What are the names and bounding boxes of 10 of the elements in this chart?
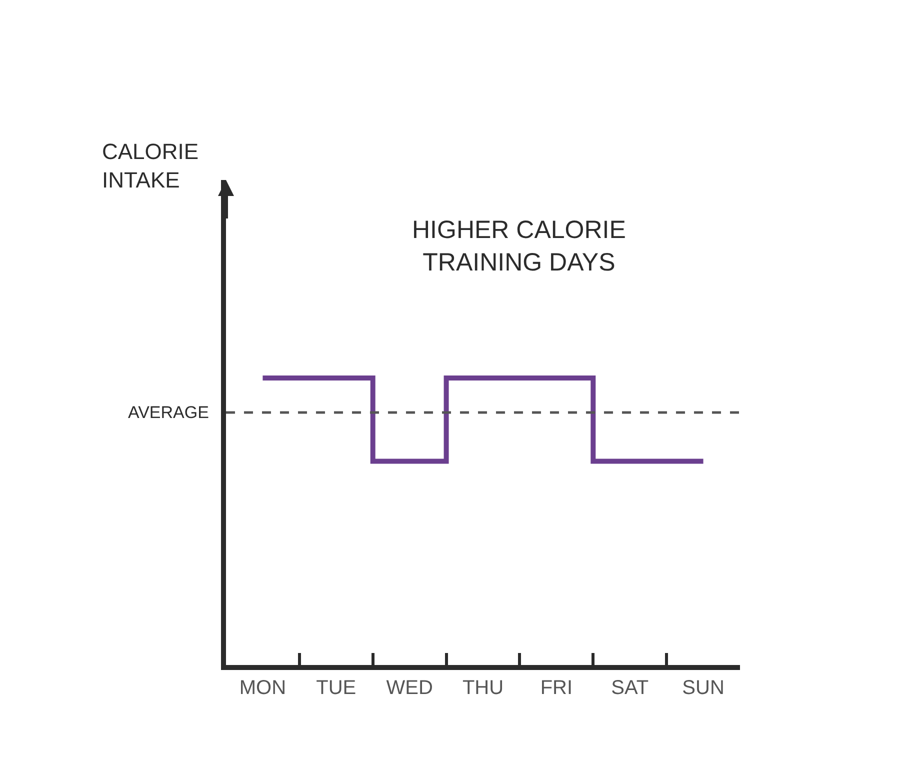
x-tick-label: TUE (316, 677, 356, 699)
chart-title: HIGHER CALORIE TRAINING DAYS (412, 216, 626, 277)
x-tick-label: FRI (540, 677, 573, 699)
ref-line-label: AVERAGE (128, 403, 209, 422)
x-tick-label: SAT (611, 677, 649, 699)
x-tick-label: MON (239, 677, 286, 699)
x-tick-label: WED (386, 677, 433, 699)
x-tick-label: THU (462, 677, 504, 699)
text: CALORIE INTAKE (102, 139, 199, 193)
x-tick-label: SUN (682, 677, 724, 699)
